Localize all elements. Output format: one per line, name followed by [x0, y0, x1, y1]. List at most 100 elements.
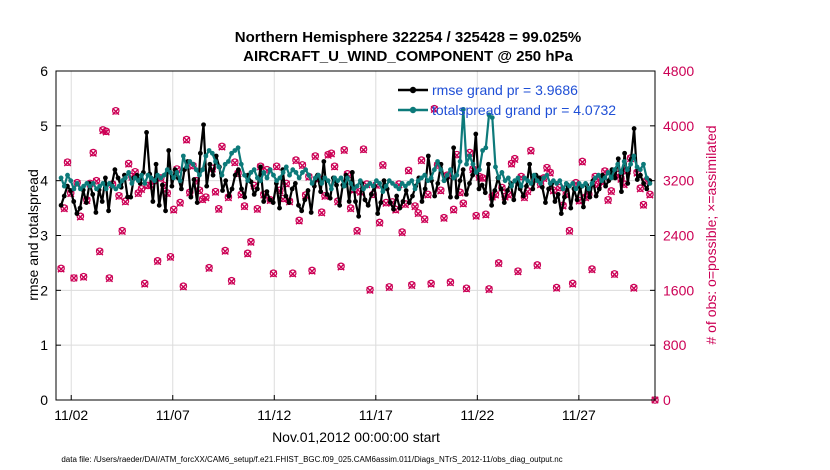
spread-point	[90, 181, 96, 186]
spread-point	[319, 181, 325, 186]
y-tick-label: 4	[40, 173, 48, 189]
rmse-point	[334, 182, 339, 188]
obs-assimilated-point	[176, 199, 184, 207]
rmse-point	[558, 211, 564, 216]
spread-point	[644, 175, 650, 181]
spread-point	[605, 170, 611, 175]
obs-assimilated-point	[485, 285, 493, 294]
rmse-point	[479, 182, 485, 188]
obs-assimilated-point	[295, 217, 303, 225]
spread-point	[103, 186, 109, 192]
obs-possible-point	[253, 204, 262, 213]
spread-point	[596, 172, 601, 178]
rmse-point	[178, 186, 184, 192]
obs-assimilated-point	[578, 158, 587, 166]
spread-point	[158, 175, 164, 181]
obs-possible-point	[211, 187, 220, 196]
chart-title-line-1: Northern Hemisphere 322254 / 325428 = 99…	[235, 29, 581, 46]
rmse-point	[406, 200, 412, 206]
spread-point	[628, 161, 634, 167]
spread-point	[316, 172, 321, 178]
obs-assimilated-point	[292, 157, 300, 165]
obs-possible-point	[92, 176, 101, 185]
obs-assimilated-point	[318, 209, 326, 217]
spread-point	[303, 167, 309, 173]
spread-point	[197, 172, 202, 178]
spread-point	[608, 175, 614, 181]
obs-assimilated-point	[430, 105, 439, 114]
spread-point	[412, 186, 418, 192]
rmse-point	[327, 195, 333, 201]
spread-point	[341, 183, 347, 189]
rmse-point	[286, 200, 292, 206]
y-tick-label: 3	[40, 228, 48, 244]
spread-point	[547, 181, 553, 186]
spread-point	[444, 172, 450, 178]
y2-tick-label: 1600	[663, 282, 694, 298]
spread-point	[518, 183, 524, 189]
series-layer	[57, 104, 659, 404]
obs-assimilated-point	[379, 161, 387, 170]
rmse-point	[71, 199, 77, 204]
obs-possible-point	[311, 152, 320, 160]
rmse-point	[552, 199, 558, 204]
spread-point	[142, 181, 148, 186]
rmse-point	[587, 194, 593, 200]
spread-point	[554, 181, 560, 186]
spread-point	[94, 186, 99, 192]
spread-point	[168, 170, 173, 175]
obs-possible-point	[440, 213, 448, 222]
spread-point	[348, 181, 354, 186]
obs-assimilated-point	[205, 264, 213, 273]
rmse-point	[254, 186, 260, 192]
spread-point	[296, 175, 302, 181]
rmse-point	[435, 181, 441, 186]
spread-point	[409, 178, 415, 184]
rmse-point	[302, 197, 308, 203]
rmse-point	[432, 193, 438, 199]
obs-assimilated-point	[494, 259, 503, 268]
spread-point	[505, 175, 511, 181]
spread-point	[525, 178, 531, 184]
obs-assimilated-point	[327, 150, 336, 158]
obs-possible-point	[79, 272, 88, 281]
obs-possible-point	[115, 191, 123, 200]
spread-point	[325, 178, 331, 184]
rmse-point	[270, 200, 276, 206]
y2-tick-label: 2400	[663, 228, 694, 244]
spread-point	[123, 175, 128, 181]
spread-point	[383, 183, 389, 189]
spread-point	[621, 159, 627, 164]
obs-possible-point	[70, 274, 78, 282]
spread-point	[399, 181, 405, 186]
spread-point	[290, 167, 296, 173]
obs-assimilated-point	[118, 227, 126, 236]
legend-marker-spread	[409, 106, 417, 114]
spread-point	[560, 186, 566, 192]
spread-point	[406, 181, 411, 186]
spread-point	[65, 172, 70, 178]
obs-assimilated-point	[446, 279, 455, 287]
rmse-point	[84, 200, 89, 206]
rmse-point	[482, 190, 488, 196]
spread-point	[573, 186, 579, 192]
obs-possible-point	[588, 265, 596, 273]
spread-point	[187, 159, 193, 164]
spread-point	[280, 170, 286, 175]
rmse-point	[644, 186, 650, 192]
rmse-point	[90, 191, 96, 197]
obs-possible-point	[607, 187, 616, 195]
obs-possible-point	[292, 156, 300, 164]
rmse-point	[159, 182, 165, 188]
spread-point	[641, 161, 646, 167]
rmse-point	[308, 210, 314, 215]
obs-assimilated-point	[102, 128, 110, 136]
spread-point	[58, 175, 64, 181]
rmse-point	[251, 191, 257, 197]
obs-possible-point	[166, 252, 175, 261]
obs-possible-point	[639, 200, 648, 209]
spread-point	[589, 181, 595, 186]
obs-assimilated-point	[427, 280, 435, 288]
spread-point	[579, 183, 585, 189]
obs-possible-point	[247, 237, 255, 246]
